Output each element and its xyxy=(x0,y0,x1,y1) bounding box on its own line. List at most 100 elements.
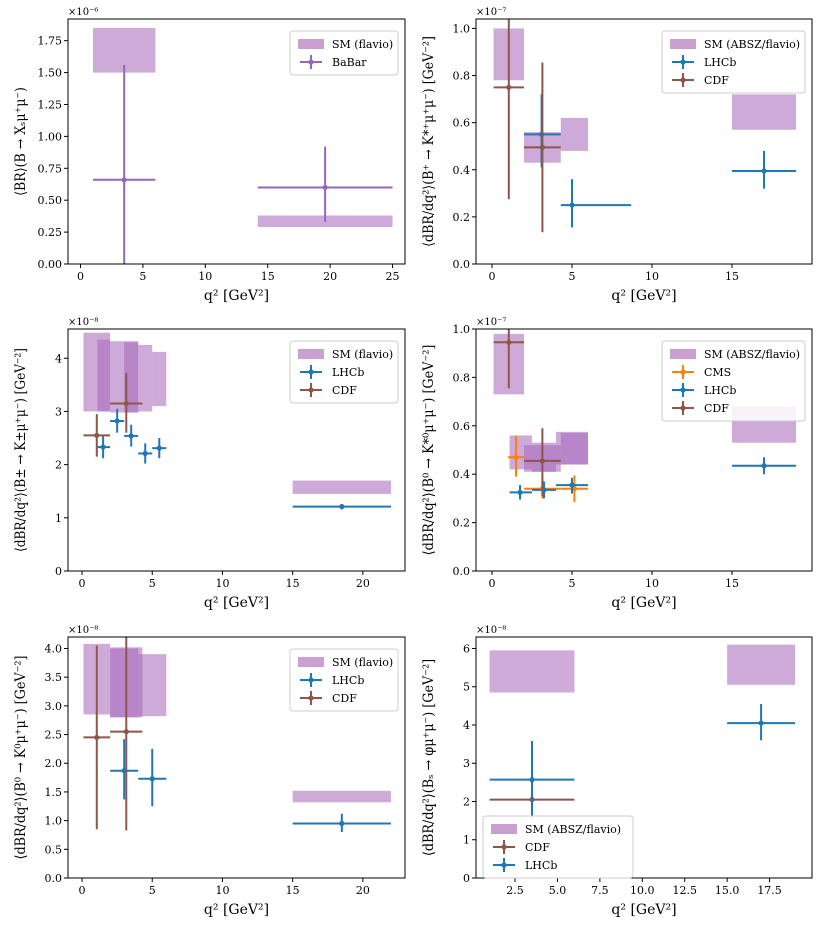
marker xyxy=(114,418,120,424)
data-point-lhcb xyxy=(110,408,125,433)
sm-prediction-box xyxy=(152,351,167,407)
legend: SM (flavio) LHCb CDF xyxy=(289,340,399,404)
axis-multiplier: ×10⁻⁸ xyxy=(476,625,506,636)
y-axis-label: ⟨BR⟩(B → Xₛμ⁺μ⁻) xyxy=(13,87,29,196)
data-point-cdf xyxy=(110,637,143,831)
legend-marker-lhcb xyxy=(501,862,507,868)
y-tick-label: 0.4 xyxy=(453,468,471,481)
y-tick-label: 4 xyxy=(463,719,470,732)
legend-label-cdf: CDF xyxy=(332,692,357,705)
data-point-cdf xyxy=(493,329,524,389)
sm-prediction-box xyxy=(97,339,111,412)
data-point-babar xyxy=(257,146,393,222)
x-tick-label: 10 xyxy=(215,577,229,590)
x-tick-label: 10 xyxy=(645,577,659,590)
legend: SM (ABSZ/flavio) CDF LHCb xyxy=(482,815,634,879)
legend-label-cdf: CDF xyxy=(332,384,357,397)
data-point-lhcb xyxy=(292,503,391,510)
marker xyxy=(539,144,546,150)
data-point-lhcb xyxy=(97,435,111,459)
marker xyxy=(569,202,575,208)
legend-swatch-sm xyxy=(670,349,696,359)
marker xyxy=(94,734,100,741)
data-point-cdf xyxy=(524,62,561,233)
legend-swatch-sm xyxy=(491,824,517,834)
legend-marker-cdf xyxy=(680,405,686,411)
x-tick-label: 0 xyxy=(79,884,86,897)
marker xyxy=(100,444,106,450)
y-tick-label: 0.4 xyxy=(453,164,471,177)
x-tick-label: 5 xyxy=(569,270,576,283)
data-point-babar xyxy=(92,64,156,264)
y-tick-label: 4.0 xyxy=(45,642,63,655)
x-tick-label: 15.0 xyxy=(715,884,740,897)
legend: SM (flavio) LHCb CDF xyxy=(289,648,399,712)
subplot-5: 0 5 10 15 20 0.0 0.5 1.0 1.5 2.0 2.5 3.0 3.5 4.0 ×10⁻⁸… xyxy=(13,625,406,918)
legend-swatch-sm xyxy=(298,657,324,667)
legend-label-sm: SM (flavio) xyxy=(332,348,393,361)
x-tick-label: 5 xyxy=(569,577,576,590)
data-point-lhcb xyxy=(560,179,632,228)
data-point-lhcb xyxy=(732,457,796,475)
data-point-lhcb xyxy=(532,481,556,499)
x-axis-label: q² [GeV²] xyxy=(204,595,269,611)
legend-label-lhcb: LHCb xyxy=(704,56,736,69)
data-point-cdf xyxy=(110,373,143,433)
y-axis-label: ⟨dBR/dq²⟩(B⁺ → K*⁺μ⁺μ⁻) [GeV⁻²] xyxy=(421,36,437,247)
data-point-cms xyxy=(508,435,524,477)
axes-frame xyxy=(475,18,813,265)
x-tick-label: 5.0 xyxy=(549,884,567,897)
y-tick-label: 1.75 xyxy=(38,35,63,48)
x-tick-label: 12.5 xyxy=(672,884,697,897)
y-tick-label: 1.50 xyxy=(38,67,63,80)
x-axis-label: q² [GeV²] xyxy=(204,288,269,304)
x-tick-label: 20 xyxy=(356,577,370,590)
data-point-cms xyxy=(560,475,588,503)
marker xyxy=(339,820,345,827)
x-tick-label: 20 xyxy=(323,270,337,283)
x-tick-label: 7.5 xyxy=(591,884,609,897)
axis-multiplier: ×10⁻⁷ xyxy=(476,317,506,328)
y-tick-label: 0.0 xyxy=(453,258,471,271)
marker xyxy=(529,777,535,783)
x-tick-label: 0 xyxy=(77,270,84,283)
data-point-cdf xyxy=(83,645,111,830)
sm-prediction-box xyxy=(138,344,153,412)
legend-marker-cms xyxy=(680,369,686,375)
axes-frame xyxy=(67,328,406,572)
plot-area xyxy=(493,329,796,503)
marker xyxy=(506,339,512,345)
y-axis-label: ⟨dBR/dq²⟩(B⁰ → K*⁰μ⁺μ⁻) [GeV⁻²] xyxy=(421,345,437,556)
x-axis-label: q² [GeV²] xyxy=(204,902,269,918)
legend-label-sm: SM (flavio) xyxy=(332,38,393,51)
legend-label-babar: BaBar xyxy=(332,56,367,69)
legend-frame xyxy=(482,815,634,879)
marker xyxy=(156,445,162,451)
legend-label-cdf: CDF xyxy=(704,74,729,87)
marker xyxy=(142,450,148,457)
marker xyxy=(517,489,523,495)
y-tick-label: 1.00 xyxy=(38,130,63,143)
legend-marker-babar xyxy=(308,59,314,65)
legend: SM (ABSZ/flavio) CMS LHCb CDF xyxy=(661,340,806,422)
y-axis-label: ⟨dBR/dq²⟩(B± → K±μ⁺μ⁻) [GeV⁻²] xyxy=(13,348,29,552)
y-axis-label: ⟨dBR/dq²⟩(B⁰ → K⁰μ⁺μ⁻) [GeV⁻²] xyxy=(13,656,29,860)
plot-area xyxy=(92,27,393,264)
y-tick-label: 1.5 xyxy=(45,786,63,799)
x-tick-label: 2.5 xyxy=(506,884,524,897)
legend-label-sm: SM (flavio) xyxy=(332,656,393,669)
y-tick-label: 0.75 xyxy=(38,162,63,175)
y-tick-label: 2 xyxy=(55,459,62,472)
y-tick-label: 3 xyxy=(55,405,62,418)
y-tick-label: 0.0 xyxy=(453,565,471,578)
x-axis-label: q² [GeV²] xyxy=(611,595,676,611)
x-axis-label: q² [GeV²] xyxy=(611,902,676,918)
marker xyxy=(761,168,767,174)
sm-prediction-box xyxy=(292,790,391,803)
legend-frame xyxy=(661,340,806,422)
y-tick-label: 0 xyxy=(55,565,62,578)
marker xyxy=(322,184,328,191)
sm-prediction-box xyxy=(560,117,588,151)
x-tick-label: 15 xyxy=(725,270,739,283)
marker xyxy=(339,504,345,510)
